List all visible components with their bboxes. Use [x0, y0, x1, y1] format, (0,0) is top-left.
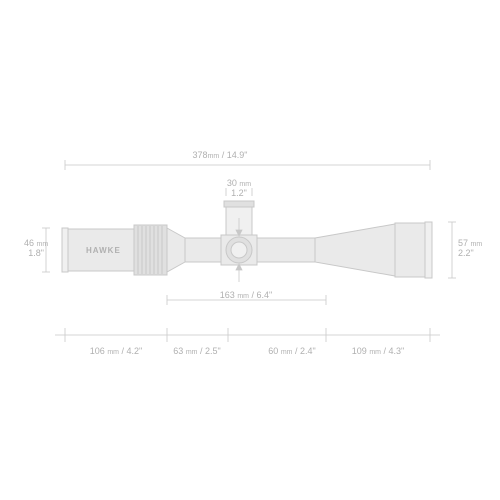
dim-turret: 30 mm 1.2" — [227, 178, 251, 198]
dim-seg3: 60 mm / 2.4" — [268, 346, 315, 356]
dim-seg1: 106 mm / 4.2" — [90, 346, 142, 356]
dim-overall: 378mm / 14.9" — [160, 150, 280, 160]
brand-text: HAWKE — [86, 246, 121, 255]
dim-eyepiece-h: 46 mm 1.8" — [24, 238, 48, 258]
dim-seg2: 63 mm / 2.5" — [173, 346, 220, 356]
dim-objective-h: 57 mm 2.2" — [458, 238, 482, 258]
scope-drawing — [0, 0, 500, 500]
dim-tube: 163 mm / 6.4" — [220, 290, 272, 300]
diagram-canvas: HAWKE 378mm / 14.9" 30 mm 1.2" 46 mm 1.8… — [0, 0, 500, 500]
dim-seg4: 109 mm / 4.3" — [352, 346, 404, 356]
